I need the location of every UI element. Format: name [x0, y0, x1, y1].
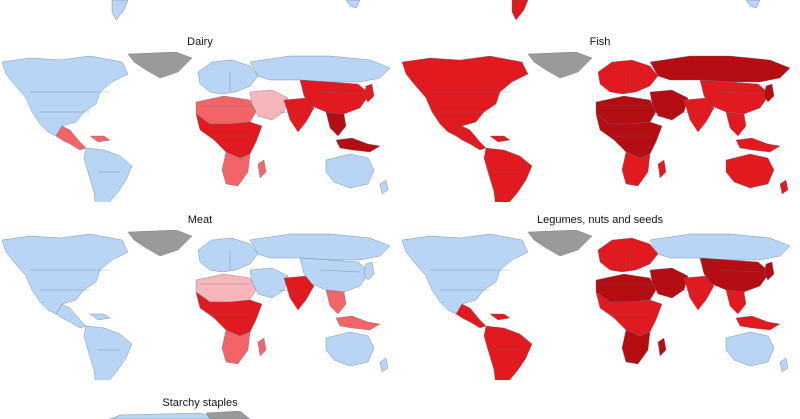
region-gl: [527, 230, 593, 257]
region-afs: [221, 329, 251, 365]
region-naf: [595, 273, 657, 303]
region-afs: [657, 159, 667, 179]
region-jp: [363, 83, 375, 103]
region-sea: [335, 137, 381, 153]
panel-title-dairy: Dairy: [187, 36, 213, 48]
region-afs: [257, 159, 267, 179]
region-jp: [363, 261, 375, 281]
region-naf: [195, 273, 257, 303]
region-sea: [735, 315, 781, 331]
panel-title-fish: Fish: [589, 36, 611, 48]
region-au: [325, 153, 375, 189]
region-ca: [489, 135, 511, 143]
region-afs: [257, 337, 267, 357]
region-sea: [325, 289, 347, 315]
region-afs: [621, 151, 651, 187]
region-afs: [221, 151, 251, 187]
region-ca: [55, 303, 87, 329]
partial-map-top-right: [511, 0, 761, 21]
region-ca: [489, 313, 511, 321]
region-sea: [725, 289, 747, 315]
region-sa: [483, 325, 533, 380]
region-na: [1, 233, 129, 315]
region-na: [401, 233, 529, 315]
region-ru: [649, 55, 791, 83]
partial-map-top-left: [111, 0, 361, 21]
region-sa: [83, 325, 133, 380]
region-chn: [699, 257, 771, 293]
region-au: [379, 179, 389, 195]
region-jp: [763, 83, 775, 103]
region-sea: [735, 137, 781, 153]
region-na: [401, 55, 529, 137]
region-ca: [455, 125, 487, 151]
region-me: [649, 267, 689, 299]
region-au: [725, 153, 775, 189]
region-au: [779, 357, 789, 373]
region-chn: [699, 79, 771, 115]
region-ca: [89, 313, 111, 321]
region-ru: [249, 55, 391, 83]
region-afs: [657, 337, 667, 357]
region-gl: [127, 52, 193, 79]
region-sea: [335, 315, 381, 331]
region-me: [649, 89, 689, 121]
region-gl: [127, 230, 193, 257]
region-chn: [299, 79, 371, 115]
region-chn: [299, 257, 371, 293]
region-na: [1, 55, 129, 137]
region-afs: [621, 329, 651, 365]
region-eu: [597, 237, 659, 273]
region-naf: [595, 95, 657, 125]
region-eu: [197, 237, 259, 273]
region-au: [379, 357, 389, 373]
panel-title-legumes: Legumes, nuts and seeds: [537, 214, 663, 226]
region-ca: [455, 303, 487, 329]
region-jp: [763, 261, 775, 281]
region-gl: [527, 52, 593, 79]
region-au: [779, 179, 789, 195]
region-sea: [725, 111, 747, 137]
region-eu: [597, 59, 659, 95]
region-ca: [55, 125, 87, 151]
region-me: [249, 267, 289, 299]
region-eu: [197, 59, 259, 95]
region-au: [325, 331, 375, 367]
region-sa: [483, 147, 533, 202]
map-meat: [1, 230, 391, 380]
partial-map-bottom: [109, 411, 251, 419]
region-naf: [195, 95, 257, 125]
map-dairy: [1, 52, 391, 202]
panel-title-starchy-staples: Starchy staples: [162, 397, 238, 409]
region-au: [725, 331, 775, 367]
panel-title-meat: Meat: [187, 214, 213, 226]
region-ru: [249, 233, 391, 261]
region-me: [249, 89, 289, 121]
map-legumes: [401, 230, 791, 380]
region-sea: [325, 111, 347, 137]
region-sa: [83, 147, 133, 202]
map-fish: [401, 52, 791, 202]
region-ca: [89, 135, 111, 143]
region-ru: [649, 233, 791, 261]
